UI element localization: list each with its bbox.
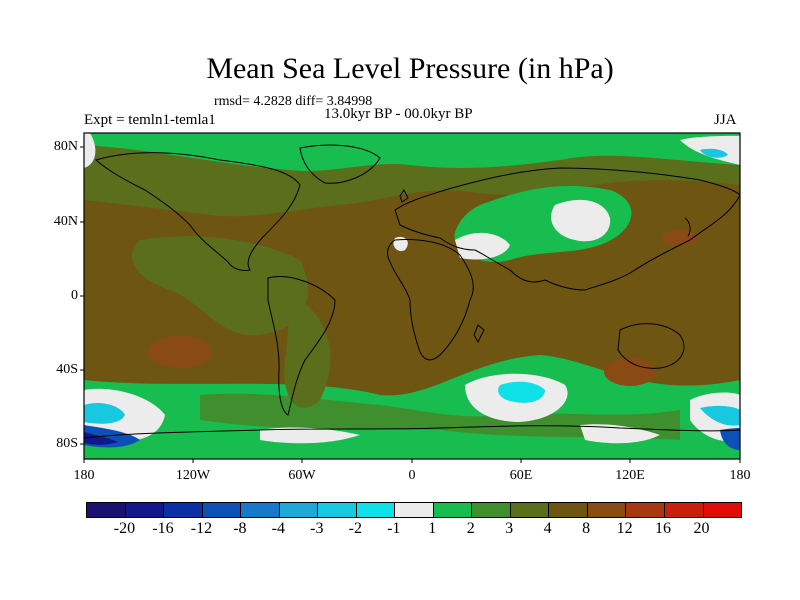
colorbar-swatch	[664, 503, 704, 517]
colorbar-swatch	[279, 503, 319, 517]
colorbar-label: -2	[348, 520, 362, 537]
axis-ticks	[80, 146, 741, 463]
lon-label: 0	[408, 468, 416, 483]
coast-south-america	[267, 276, 336, 416]
colorbar-swatch	[433, 503, 473, 517]
colorbar-label: -4	[271, 520, 285, 537]
colorbar-swatch	[395, 503, 434, 517]
colorbar-label: 16	[655, 520, 672, 537]
field-white-antarctic	[260, 427, 360, 444]
coast-japan	[684, 217, 691, 237]
colorbar-swatch	[703, 503, 742, 517]
colorbar-label: -1	[387, 520, 401, 537]
coast-greenland	[299, 144, 381, 184]
lat-label: 80S	[56, 436, 78, 451]
experiment-label: Expt = temln1-temla1	[84, 112, 216, 128]
field-white-antarctic-2	[580, 424, 660, 444]
colorbar-swatch	[510, 503, 550, 517]
field-arctic-green	[84, 133, 740, 172]
colorbar-label: -3	[310, 520, 324, 537]
colorbar-label: 20	[693, 520, 710, 537]
coast-australia	[617, 323, 685, 369]
colorbar-label: 2	[466, 520, 475, 537]
field-southern-olive	[200, 393, 680, 440]
field-white-asia	[551, 199, 611, 242]
stats-text: rmsd= 4.2828 diff= 3.84998	[214, 94, 373, 109]
field-atlantic-dark	[131, 236, 308, 336]
lon-label: 60W	[288, 468, 316, 483]
colorbar-label: 8	[582, 520, 591, 537]
colorbar-swatch	[626, 503, 665, 517]
field-cyan-southeast	[700, 405, 740, 426]
field-cyan-south-indian	[498, 381, 545, 403]
colorbar-label: 3	[505, 520, 514, 537]
lat-label: 80N	[53, 139, 78, 154]
colorbar	[86, 502, 742, 518]
chart-title: Mean Sea Level Pressure (in hPa)	[206, 52, 614, 85]
colorbar-label: -8	[233, 520, 247, 537]
coast-europe-asia	[394, 167, 740, 291]
coastlines	[84, 144, 740, 439]
field-high-southpacific	[148, 336, 212, 368]
coast-africa	[387, 239, 474, 361]
lon-label: 180	[73, 468, 95, 483]
colorbar-label: 1	[428, 520, 437, 537]
colorbar-label: 4	[543, 520, 552, 537]
field-white-mideast	[455, 232, 510, 260]
lat-label: 0	[71, 288, 78, 303]
period-label: 13.0kyr BP - 00.0kyr BP	[324, 106, 473, 122]
field-high-indian	[604, 358, 656, 386]
lon-label: 120E	[615, 468, 645, 483]
colorbar-swatch	[318, 503, 357, 517]
field-south-america-green	[284, 300, 331, 408]
coast-uk	[399, 189, 409, 203]
colorbar-swatch	[87, 503, 126, 517]
field-cyan-southwest	[84, 403, 125, 424]
coast-north-america	[94, 152, 301, 271]
colorbar-label: -16	[152, 520, 174, 537]
colorbar-swatch	[549, 503, 588, 517]
colorbar-swatch	[164, 503, 203, 517]
season-label: JJA	[714, 112, 737, 128]
field-white-eastafrica	[393, 236, 408, 252]
lat-label: 40N	[53, 214, 78, 229]
lon-label: 60E	[509, 468, 533, 483]
lon-label: 180	[729, 468, 751, 483]
field-cyan-arctic	[700, 148, 728, 158]
field-white-arctic-left	[84, 133, 96, 168]
colorbar-swatch	[472, 503, 511, 517]
colorbar-swatch	[125, 503, 165, 517]
colorbar-swatch	[241, 503, 280, 517]
colorbar-label: -20	[113, 520, 136, 537]
lat-label: 40S	[56, 362, 78, 377]
colorbar-swatch	[202, 503, 242, 517]
colorbar-label: -12	[190, 520, 213, 537]
coast-antarctica	[84, 425, 740, 439]
field-darkblue-southwest	[84, 432, 118, 445]
lon-label: 120W	[175, 468, 211, 483]
field-blue-southeast	[720, 428, 740, 450]
colorbar-swatch	[587, 503, 627, 517]
coast-madagascar	[473, 324, 485, 344]
colorbar-label: 12	[616, 520, 633, 537]
colorbar-swatch	[356, 503, 396, 517]
